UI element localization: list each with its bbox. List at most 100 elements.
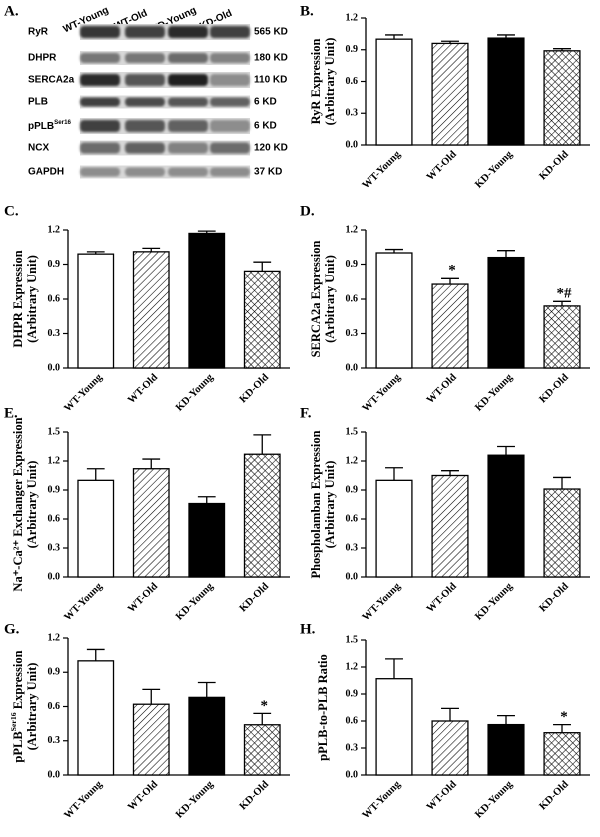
blot-band [168, 142, 208, 154]
significance-mark: * [560, 709, 568, 725]
panel-letter: D. [300, 203, 315, 219]
y-tick-label: 1.2 [48, 632, 61, 643]
x-tick-label: WT-Old [425, 372, 459, 406]
protein-label: GAPDH [28, 167, 64, 178]
blot-band [168, 97, 208, 107]
y-tick-label: 0.6 [48, 701, 61, 712]
text-segment: Expression [11, 650, 25, 712]
blot-band [125, 53, 165, 63]
x-tick-label: WT-Young [62, 779, 105, 822]
y-tick-label: 0.9 [346, 688, 359, 699]
text-segment: Ser16 [54, 119, 71, 126]
bar [543, 488, 581, 578]
y-tick-label: 0.9 [346, 259, 359, 270]
bar [375, 38, 413, 146]
y-tick-label: 0.3 [346, 108, 359, 119]
y-tick-label: 0.3 [346, 328, 359, 339]
y-tick-label: 1.5 [346, 426, 359, 437]
y-tick-label: 1.2 [48, 224, 61, 235]
panel-letter: H. [300, 621, 316, 637]
blot-band [210, 26, 250, 38]
x-tick-label: KD-Young [473, 372, 515, 414]
x-tick-label: WT-Young [62, 372, 105, 415]
y-tick-label: 0.3 [346, 742, 359, 753]
blot-band [168, 120, 208, 132]
bar-chart-panel: B. 0.0 0.3 0.6 0.9 1.2 RyR Expression (Arbitrar… [300, 3, 590, 191]
y-tick-label: 0.9 [48, 259, 61, 270]
bar [431, 42, 469, 146]
size-label: 6 KD [254, 121, 277, 132]
x-tick-label: KD-Old [238, 581, 271, 614]
y-tick-label: 0.0 [346, 769, 359, 780]
x-tick-label: KD-Old [537, 149, 570, 182]
y-axis-label: (Arbitrary Unit) [323, 38, 337, 126]
y-axis-label: Phospholamban Expression [309, 430, 323, 578]
blot-band [210, 120, 250, 132]
bar [487, 37, 525, 146]
bar [77, 660, 115, 776]
bar [188, 502, 226, 578]
size-label: 565 KD [254, 27, 288, 38]
protein-label: PLB [28, 97, 48, 108]
x-tick-label: WT-Young [361, 581, 404, 624]
y-tick-label: 0.6 [48, 513, 61, 524]
blot-band [125, 142, 165, 154]
y-tick-label: 0.9 [346, 484, 359, 495]
blot-band [125, 97, 165, 107]
y-axis-label: (Arbitrary Unit) [25, 663, 39, 751]
bar [375, 479, 413, 578]
x-tick-label: KD-Young [473, 149, 515, 191]
y-tick-label: 0.9 [48, 667, 61, 678]
x-tick-label: KD-Young [473, 779, 515, 821]
bar [375, 252, 413, 369]
bar-chart-panel: C. 0.0 0.3 0.6 0.9 1.2 DHPR Expression (Arbitra… [4, 203, 290, 414]
bar [132, 703, 170, 776]
x-tick-label: WT-Young [62, 581, 105, 624]
panel-letter: C. [4, 203, 19, 219]
x-tick-label: WT-Old [425, 779, 459, 813]
y-tick-label: 0.0 [346, 139, 359, 150]
protein-label: NCX [28, 143, 49, 154]
bar [487, 256, 525, 369]
blot-band [80, 97, 120, 107]
x-tick-label: KD-Young [174, 779, 216, 821]
bar-chart-panel: D. 0.0 0.3 0.6 0.9 1.2 SERCA2a Expression (Arbi… [300, 203, 590, 414]
y-axis-label: (Arbitrary Unit) [323, 461, 337, 549]
bar [132, 468, 170, 578]
blot-band [210, 97, 250, 107]
bar [132, 251, 170, 369]
blot-band [80, 74, 120, 86]
panel-letter: B. [300, 3, 314, 19]
blot-band [80, 167, 120, 177]
significance-mark: * [448, 263, 456, 279]
bar [487, 454, 525, 578]
blot-band [210, 53, 250, 63]
y-tick-label: 0.0 [346, 571, 359, 582]
y-tick-label: 1.5 [48, 426, 61, 437]
bar [543, 50, 581, 146]
y-axis-label: pPLB-to-PLB Ratio [316, 654, 330, 761]
text-segment: Ser16 [9, 712, 18, 731]
y-tick-label: 0.0 [48, 571, 61, 582]
size-label: 110 KD [254, 75, 287, 86]
bar [243, 453, 281, 578]
bar [431, 474, 469, 578]
blot-band [168, 167, 208, 177]
blot-band [80, 53, 120, 63]
y-tick-label: 0.6 [48, 293, 61, 304]
blot-band [210, 142, 250, 154]
y-tick-label: 1.2 [346, 12, 359, 23]
bar-chart-panel: F. 0.0 0.3 0.6 0.9 1.2 1.5 Phospholamban Expres… [300, 405, 590, 623]
y-tick-label: 1.2 [48, 455, 61, 466]
y-tick-label: 0.3 [48, 542, 61, 553]
bar [543, 732, 581, 776]
x-tick-label: WT-Old [425, 149, 459, 183]
x-tick-label: KD-Old [537, 372, 570, 405]
blot-band [168, 26, 208, 38]
x-tick-label: KD-Old [238, 372, 271, 405]
size-label: 6 KD [254, 97, 277, 108]
x-tick-label: WT-Young [361, 372, 404, 415]
y-tick-label: 0.3 [346, 542, 359, 553]
